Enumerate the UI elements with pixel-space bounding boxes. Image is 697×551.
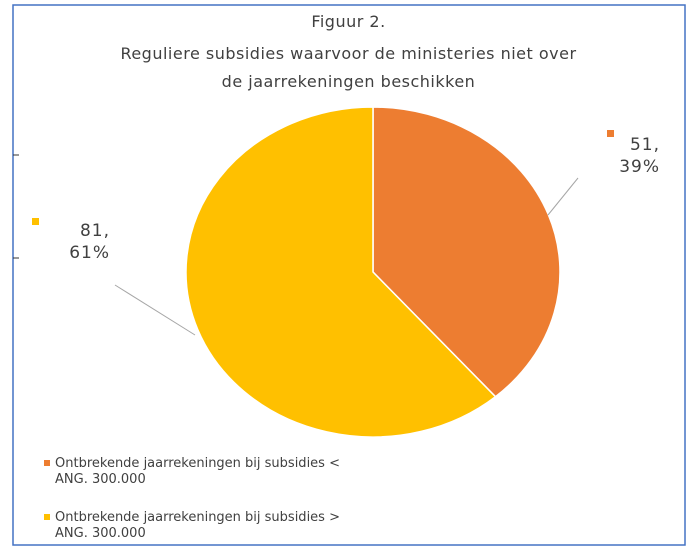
pie-slice [185,106,497,438]
legend-entry: Ontbrekende jaarrekeningen bij subsidies… [55,510,340,541]
leader-line [547,177,579,216]
chart-title: Figuur 2. [311,12,386,31]
chart-title: de jaarrekeningen beschikken [221,72,476,91]
chart-frame [12,4,686,546]
leader-line [114,284,196,336]
data-label: 81, 61% [69,221,110,263]
label-marker [32,218,39,225]
label-marker [607,130,614,137]
legend-marker [44,514,50,520]
legend-entry: Ontbrekende jaarrekeningen bij subsidies… [55,456,340,487]
chart-title: Reguliere subsidies waarvoor de minister… [120,44,577,63]
data-label: 51, 39% [619,135,660,177]
legend-marker [44,460,50,466]
